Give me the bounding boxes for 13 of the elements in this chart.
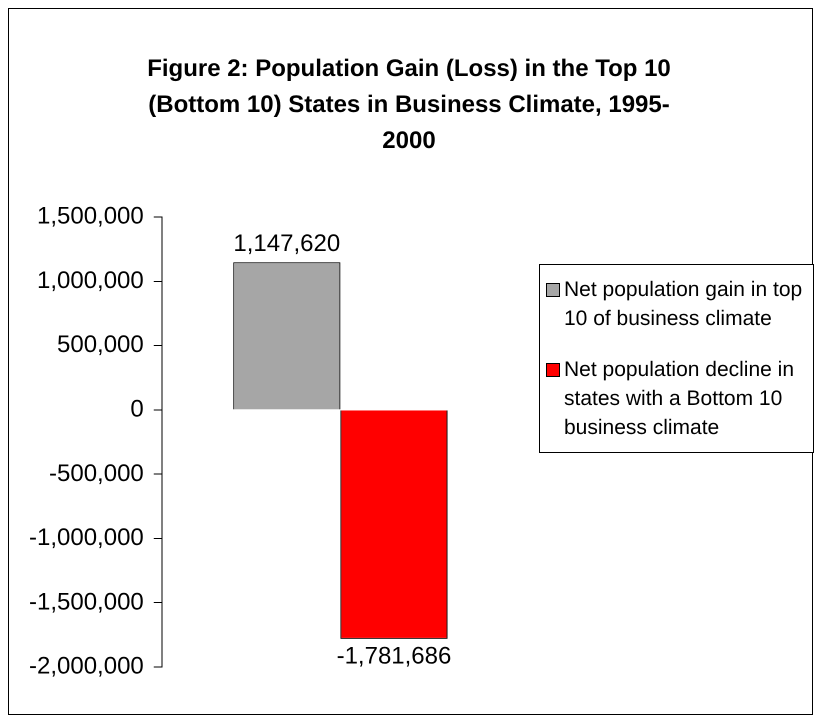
- y-tick-label: 0: [130, 395, 144, 422]
- chart-title: Figure 2: Population Gain (Loss) in the Top 10 (Bottom 10) States in Business Climate, 1995-2000: [146, 54, 672, 156]
- y-tick-label: -1,000,000: [28, 524, 144, 552]
- y-tick-label: -1,500,000: [28, 588, 144, 616]
- data-label: -1,781,686: [336, 642, 452, 670]
- y-tick-label: 1,000,000: [36, 266, 144, 294]
- legend-label: Net population decline in states with a Bottom 10 business climate: [564, 357, 795, 441]
- y-tick-label: 1,500,000: [36, 202, 144, 230]
- y-tick-label: -2,000,000: [28, 652, 144, 680]
- legend-label: Net population gain in top 10 of business climate: [564, 277, 804, 332]
- data-label: 1,147,620: [233, 230, 340, 257]
- y-tick-label: -500,000: [49, 460, 144, 487]
- y-tick-label: 500,000: [56, 331, 144, 358]
